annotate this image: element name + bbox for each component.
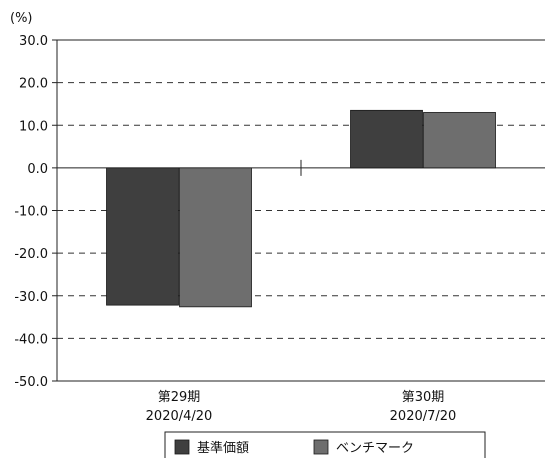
y-tick-label: -30.0 xyxy=(14,290,48,305)
y-tick-label: -20.0 xyxy=(14,247,48,262)
bars xyxy=(106,109,496,308)
legend-label-0: 基準価額 xyxy=(197,440,249,456)
bar-benchmark-1 xyxy=(423,112,496,169)
legend-swatch-1 xyxy=(313,439,329,455)
category-label: 第30期 xyxy=(402,390,445,405)
bar-nav-0 xyxy=(106,167,179,306)
y-tick-label: 20.0 xyxy=(19,77,48,92)
category-date-label: 2020/4/20 xyxy=(146,409,213,424)
y-tick-label: 0.0 xyxy=(27,162,48,177)
y-tick-label: -40.0 xyxy=(14,332,48,347)
legend-swatch-0 xyxy=(174,439,190,455)
y-tick-label: 30.0 xyxy=(19,34,48,49)
y-tick-label: -10.0 xyxy=(14,205,48,220)
category-label: 第29期 xyxy=(158,390,201,405)
category-labels: 第29期 2020/4/20 第30期 2020/7/20 xyxy=(146,390,457,424)
y-tick-label: 10.0 xyxy=(19,119,48,134)
category-date-label: 2020/7/20 xyxy=(390,409,457,424)
bar-benchmark-0 xyxy=(179,167,252,308)
axes xyxy=(56,40,545,382)
y-unit-label: (%) xyxy=(10,11,33,26)
bar-nav-1 xyxy=(350,109,423,169)
legend-label-1: ベンチマーク xyxy=(336,441,414,456)
y-tick-label: -50.0 xyxy=(14,375,48,390)
y-tick-labels: 30.0 20.0 10.0 0.0 -10.0 -20.0 -30.0 -40.0 -50.0 xyxy=(14,34,57,390)
legend: 基準価額 ベンチマーク xyxy=(164,431,486,458)
